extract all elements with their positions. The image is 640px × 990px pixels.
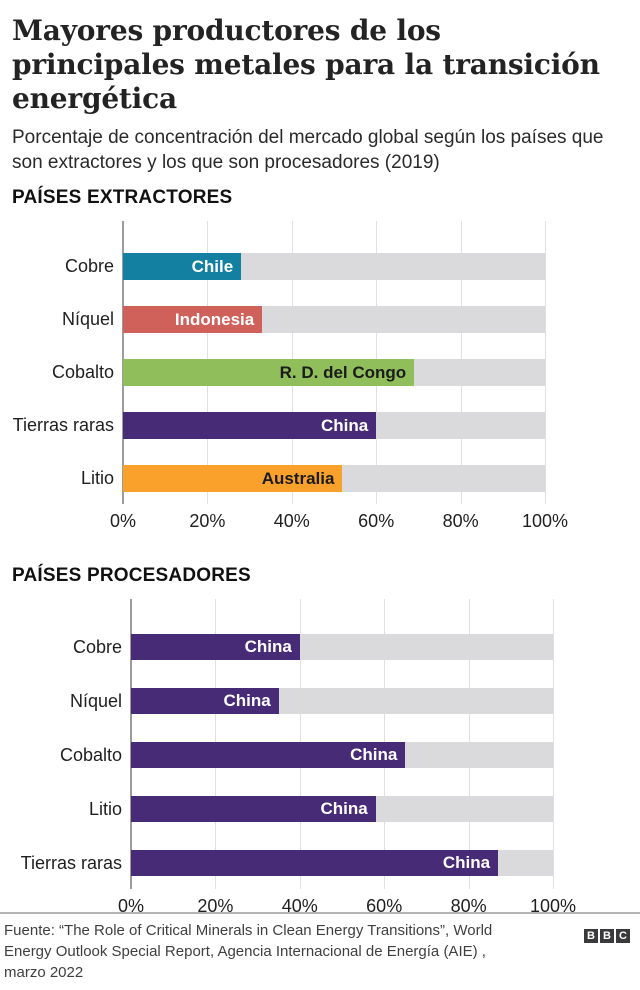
category-label: Níquel: [61, 309, 114, 329]
category-label: Cobalto: [59, 744, 122, 765]
bar-row: Litio Australia: [0, 465, 640, 492]
bar-track: Indonesia: [123, 306, 545, 333]
bar-fill: China: [131, 850, 499, 876]
plot-area: Cobre Chile Níquel Indonesia Cobalto R. D. de…: [0, 221, 640, 504]
category-label: Litio: [80, 468, 114, 488]
bar-country-label: Australia: [261, 468, 335, 488]
bar-country-label: Indonesia: [174, 309, 255, 329]
bbc-logo-letter: B: [600, 929, 614, 943]
x-tick-label: 40%: [281, 896, 318, 916]
x-tick-label: 0%: [117, 896, 145, 916]
page-title: Mayores productores de los principales m…: [12, 14, 600, 115]
x-axis: 0% 20% 40% 60% 80% 100%: [118, 889, 576, 917]
bar-fill: Indonesia: [123, 306, 263, 333]
x-tick-label: 40%: [273, 511, 310, 531]
bbc-logo-letter: C: [616, 929, 630, 943]
x-tick-label: 60%: [358, 511, 395, 531]
source-note: Fuente: “The Role of Critical Minerals i…: [4, 922, 493, 981]
bar-country-label: China: [350, 745, 398, 764]
bar-fill: Chile: [123, 253, 242, 280]
bar-track: China: [131, 796, 553, 822]
bar-row: Cobalto China: [0, 742, 640, 768]
x-tick-label: 20%: [189, 511, 226, 531]
bar-row: Níquel Indonesia: [0, 306, 640, 333]
category-label: Tierras raras: [20, 852, 122, 873]
bar-track: China: [131, 850, 553, 876]
x-tick-label: 100%: [521, 511, 569, 531]
bar-country-label: China: [320, 799, 368, 818]
chart-paises-procesadores: PAÍSES PROCESADORES Cobre China Níquel Chin…: [0, 565, 640, 917]
x-tick-label: 100%: [529, 896, 577, 916]
chart-heading-procesadores: PAÍSES PROCESADORES: [12, 565, 251, 586]
chart-heading-extractores: PAÍSES EXTRACTORES: [12, 187, 233, 208]
gridline: [553, 599, 554, 889]
category-label: Cobre: [72, 636, 122, 657]
bar-row: Tierras raras China: [0, 412, 640, 439]
bar-row: Cobalto R. D. del Congo: [0, 359, 640, 386]
plot-area: Cobre China Níquel China Cobalto China Litio Ch…: [0, 599, 640, 889]
bar-country-label: R. D. del Congo: [279, 362, 407, 382]
x-tick-label: 80%: [450, 896, 487, 916]
bar-fill: China: [123, 412, 377, 439]
bar-track: China: [131, 742, 553, 768]
bar-fill: China: [131, 796, 376, 822]
bar-track: China: [123, 412, 545, 439]
category-label: Cobre: [64, 256, 114, 276]
bar-fill: China: [131, 634, 300, 660]
bar-fill: R. D. del Congo: [123, 359, 415, 386]
bar-row: Níquel China: [0, 688, 640, 714]
gridline: [545, 221, 546, 504]
bbc-logo-letter: B: [584, 929, 598, 943]
x-tick-label: 0%: [109, 511, 137, 531]
x-tick-label: 20%: [197, 896, 234, 916]
bar-track: China: [131, 688, 553, 714]
bar-row: Litio China: [0, 796, 640, 822]
bar-country-label: China: [320, 415, 369, 435]
category-label: Tierras raras: [12, 415, 114, 435]
bar-country-label: China: [244, 637, 292, 656]
bar-track: Chile: [123, 253, 545, 280]
category-label: Cobalto: [51, 362, 114, 382]
x-axis: 0% 20% 40% 60% 80% 100%: [110, 504, 568, 532]
bar-rows: Cobre Chile Níquel Indonesia Cobalto R. D. de…: [0, 253, 640, 492]
x-tick-label: 80%: [442, 511, 479, 531]
bar-row: Cobre Chile: [0, 253, 640, 280]
bar-fill: Australia: [123, 465, 343, 492]
bar-rows: Cobre China Níquel China Cobalto China Litio Ch…: [0, 634, 640, 876]
bar-country-label: China: [223, 691, 271, 710]
footer: Fuente: “The Role of Critical Minerals i…: [0, 912, 640, 983]
bar-row: Cobre China: [0, 634, 640, 660]
bar-track: Australia: [123, 465, 545, 492]
bar-fill: China: [131, 742, 406, 768]
category-label: Níquel: [69, 690, 122, 711]
page-subtitle: Porcentaje de concentración del mercado …: [12, 127, 604, 173]
bar-track: China: [131, 634, 553, 660]
x-tick-label: 60%: [366, 896, 403, 916]
bar-country-label: China: [442, 853, 491, 872]
chart-paises-extractores: PAÍSES EXTRACTORES Cobre Chile Níquel Indon…: [0, 187, 640, 532]
bar-country-label: Chile: [191, 256, 234, 276]
bar-track: R. D. del Congo: [123, 359, 545, 386]
bar-row: Tierras raras China: [0, 850, 640, 876]
bar-fill: China: [131, 688, 279, 714]
category-label: Litio: [88, 798, 122, 819]
